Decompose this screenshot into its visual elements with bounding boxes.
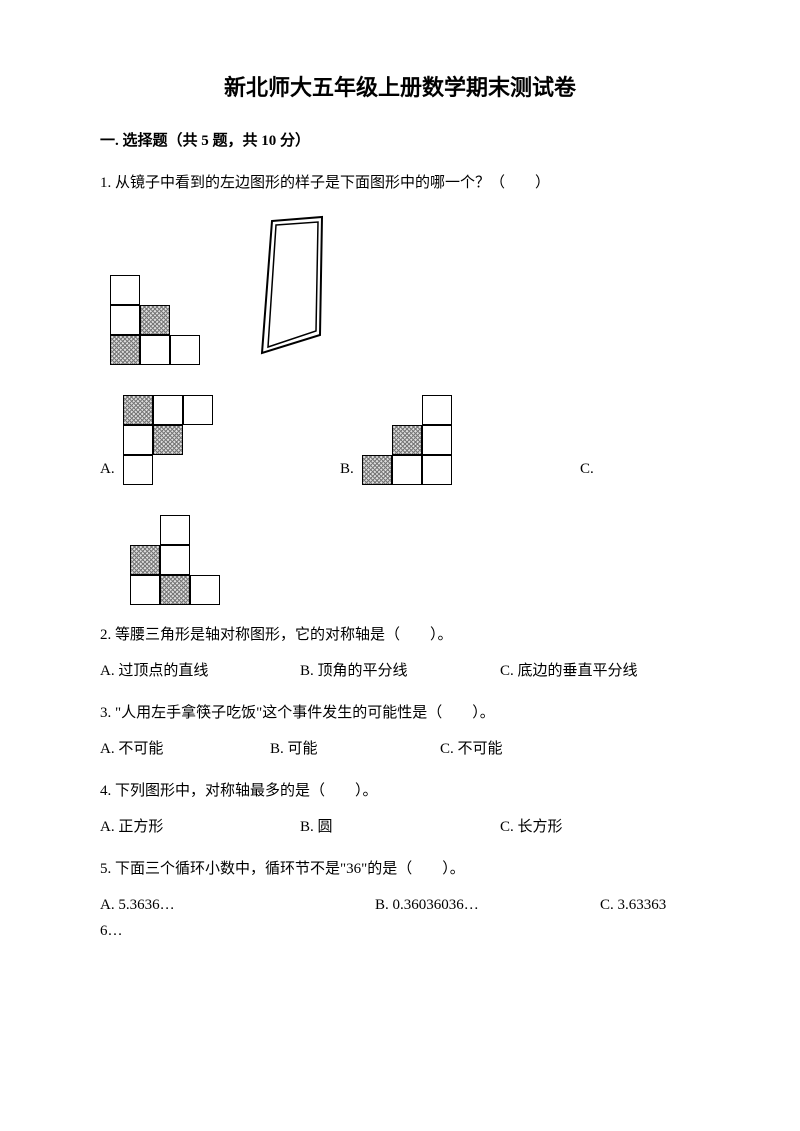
q1-label-b: B.: [340, 457, 354, 485]
grid-cell: [123, 395, 153, 425]
question-3: 3. "人用左手拿筷子吃饭"这个事件发生的可能性是（ ）。 A. 不可能 B. …: [100, 701, 700, 761]
q1-choices: A. B. C.: [100, 395, 700, 485]
grid-cell: [160, 545, 190, 575]
q1-label-c: C.: [580, 457, 594, 485]
q1-label-a: A.: [100, 457, 115, 485]
grid-cell: [392, 425, 422, 455]
q5-opt-c: C. 3.63363: [600, 893, 666, 917]
mirror-icon: [250, 215, 330, 365]
grid-cell: [123, 425, 153, 455]
q1-figure-row: [110, 215, 700, 365]
grid-cell: [123, 455, 153, 485]
grid-cell: [153, 395, 183, 425]
grid-cell: [160, 515, 190, 545]
q3-text: 3. "人用左手拿筷子吃饭"这个事件发生的可能性是（ ）。: [100, 701, 700, 725]
q5-opt-a: A. 5.3636…: [100, 893, 375, 917]
grid-cell: [422, 425, 452, 455]
q5-text: 5. 下面三个循环小数中，循环节不是"36"的是（ ）。: [100, 857, 700, 881]
q4-opt-c: C. 长方形: [500, 815, 700, 839]
q1-option-a-shape: [123, 395, 213, 485]
grid-cell: [110, 275, 140, 305]
grid-cell: [140, 305, 170, 335]
grid-cell: [422, 455, 452, 485]
q2-text: 2. 等腰三角形是轴对称图形，它的对称轴是（ ）。: [100, 623, 700, 647]
q4-opt-a: A. 正方形: [100, 815, 300, 839]
grid-cell: [110, 335, 140, 365]
grid-cell: [183, 395, 213, 425]
section-header: 一. 选择题（共 5 题，共 10 分）: [100, 129, 700, 153]
grid-cell: [130, 575, 160, 605]
q1-original-shape: [110, 275, 200, 365]
grid-cell: [110, 305, 140, 335]
q4-text: 4. 下列图形中，对称轴最多的是（ ）。: [100, 779, 700, 803]
q1-option-b-shape: [362, 395, 452, 485]
q5-opt-b: B. 0.36036036…: [375, 893, 600, 917]
grid-cell: [140, 335, 170, 365]
grid-cell: [422, 395, 452, 425]
grid-cell: [362, 455, 392, 485]
grid-cell: [130, 545, 160, 575]
q4-options: A. 正方形 B. 圆 C. 长方形: [100, 815, 700, 839]
grid-cell: [392, 455, 422, 485]
page-title: 新北师大五年级上册数学期末测试卷: [100, 70, 700, 105]
q4-opt-b: B. 圆: [300, 815, 500, 839]
q2-options: A. 过顶点的直线 B. 顶角的平分线 C. 底边的垂直平分线: [100, 659, 700, 683]
q2-opt-b: B. 顶角的平分线: [300, 659, 500, 683]
q3-opt-a: A. 不可能: [100, 737, 270, 761]
grid-cell: [170, 335, 200, 365]
q5-trail: 6…: [100, 919, 700, 943]
question-1: 1. 从镜子中看到的左边图形的样子是下面图形中的哪一个？（ ） A. B. C.: [100, 171, 700, 605]
question-2: 2. 等腰三角形是轴对称图形，它的对称轴是（ ）。 A. 过顶点的直线 B. 顶…: [100, 623, 700, 683]
grid-cell: [190, 575, 220, 605]
q2-opt-c: C. 底边的垂直平分线: [500, 659, 700, 683]
grid-cell: [160, 575, 190, 605]
q1-option-c-shape: [130, 515, 220, 605]
q5-options: A. 5.3636… B. 0.36036036… C. 3.63363: [100, 893, 700, 917]
q3-opt-c: C. 不可能: [440, 737, 610, 761]
grid-cell: [153, 425, 183, 455]
q3-options: A. 不可能 B. 可能 C. 不可能: [100, 737, 700, 761]
question-5: 5. 下面三个循环小数中，循环节不是"36"的是（ ）。 A. 5.3636… …: [100, 857, 700, 943]
q3-opt-b: B. 可能: [270, 737, 440, 761]
q1-text: 1. 从镜子中看到的左边图形的样子是下面图形中的哪一个？（ ）: [100, 171, 700, 195]
q2-opt-a: A. 过顶点的直线: [100, 659, 300, 683]
question-4: 4. 下列图形中，对称轴最多的是（ ）。 A. 正方形 B. 圆 C. 长方形: [100, 779, 700, 839]
